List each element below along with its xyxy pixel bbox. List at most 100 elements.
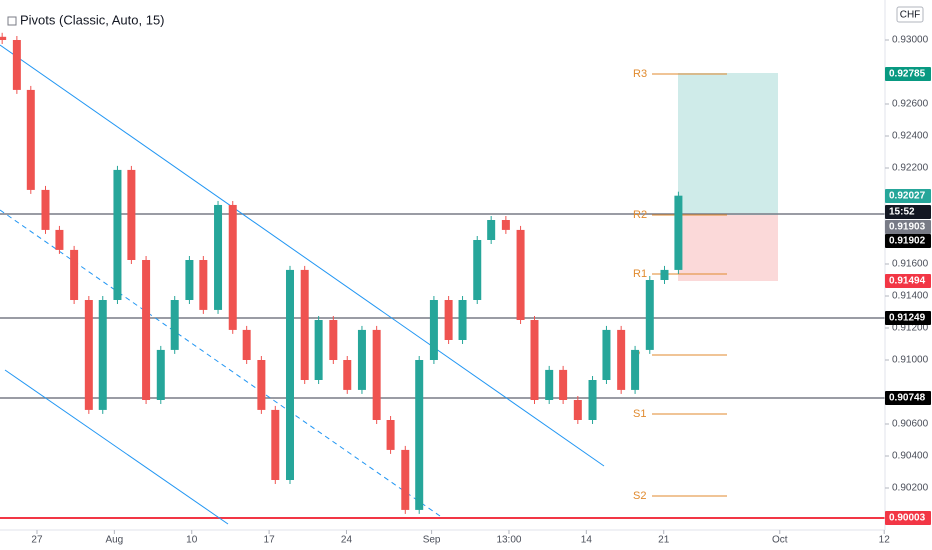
- x-tick-label: Sep: [423, 535, 441, 546]
- price-tag: [885, 311, 931, 325]
- candle-body: [516, 229, 525, 320]
- price-tag-label: 0.90003: [889, 513, 926, 524]
- y-tick-label: 0.93000: [892, 35, 929, 46]
- x-tick-label: Aug: [105, 535, 123, 546]
- trend-line: [4, 369, 229, 525]
- candle-body: [199, 260, 208, 310]
- x-tick-label: 10: [186, 535, 198, 546]
- x-tick-label: 27: [31, 535, 43, 546]
- candle-body: [242, 329, 251, 360]
- candle-body: [12, 40, 21, 90]
- candle-body: [300, 269, 309, 380]
- candle-body: [372, 329, 381, 420]
- candle-body: [674, 195, 683, 270]
- candles: [0, 32, 683, 514]
- x-tick-label: 12: [879, 535, 891, 546]
- trend-line: [0, 44, 605, 467]
- y-tick-label: 0.91200: [892, 323, 929, 334]
- x-tick-label: 17: [264, 535, 276, 546]
- candle-body: [0, 36, 7, 40]
- pivot-label: S2: [633, 490, 646, 502]
- candle-body: [98, 300, 107, 410]
- candle-body: [487, 220, 496, 240]
- x-tick-label: 24: [341, 535, 353, 546]
- candle-body: [559, 369, 568, 400]
- x-tick-label: 21: [658, 535, 670, 546]
- price-tag: [885, 205, 931, 219]
- stop-zone: [678, 215, 778, 281]
- candle-body: [473, 240, 482, 300]
- candle-body: [285, 269, 294, 480]
- candle-body: [127, 169, 136, 260]
- pivot-label: R1: [633, 268, 647, 280]
- candle-body: [573, 400, 582, 420]
- price-tags: 0.92785 0.92027 15:52 0.91903 0.91902 0.91494…: [885, 67, 931, 525]
- candle-body: [660, 269, 669, 280]
- legend-icon: [7, 16, 17, 26]
- price-tag: [885, 67, 931, 81]
- price-tag-label: 15:52: [889, 207, 915, 218]
- candle-body: [343, 360, 352, 390]
- candle-body: [545, 369, 554, 400]
- price-tag-label: 0.92027: [889, 191, 926, 202]
- candle-body: [631, 349, 640, 390]
- candle-body: [84, 300, 93, 410]
- x-tick-label: 13:00: [496, 535, 521, 546]
- candle-body: [185, 260, 194, 300]
- candle-body: [501, 220, 510, 230]
- price-tag-label: 0.91902: [889, 236, 926, 247]
- candle-body: [41, 189, 50, 230]
- y-tick-label: 0.90200: [892, 483, 929, 494]
- y-tick-label: 0.92400: [892, 131, 929, 142]
- candle-body: [530, 320, 539, 400]
- candle-body: [602, 329, 611, 380]
- target-zone: [678, 73, 778, 215]
- candle-body: [645, 280, 654, 350]
- candle-body: [329, 320, 338, 360]
- chart-title: Pivots (Classic, Auto, 15): [20, 12, 165, 27]
- price-tag: [885, 234, 931, 248]
- candle-body: [55, 229, 64, 250]
- price-tag-label: 0.92785: [889, 69, 926, 80]
- price-tag: [885, 220, 931, 234]
- currency: CHF: [900, 10, 921, 21]
- candle-body: [617, 329, 626, 390]
- price-tag: [885, 189, 931, 203]
- candle-body: [214, 204, 223, 310]
- currency-box[interactable]: [896, 6, 924, 23]
- x-tick-label: Oct: [772, 535, 788, 546]
- y-tick-label: 0.90600: [892, 419, 929, 430]
- candle-body: [257, 360, 266, 410]
- candle-body: [156, 349, 165, 400]
- price-tag: [885, 274, 931, 288]
- axes: 0.93000 0.92600 0.92400 0.92200 0.91600 0.914…: [31, 35, 928, 546]
- candle-body: [170, 300, 179, 350]
- candle-body: [401, 449, 410, 510]
- pivot-label: R3: [633, 68, 647, 80]
- price-tag: [885, 391, 931, 405]
- pivot-label: R2: [633, 209, 647, 221]
- y-tick-label: 0.92600: [892, 99, 929, 110]
- y-tick-label: 0.92200: [892, 163, 929, 174]
- price-tag-label: 0.90748: [889, 393, 926, 404]
- price-tag: [885, 511, 931, 525]
- y-tick-label: 0.91400: [892, 291, 929, 302]
- y-tick-label: 0.91600: [892, 259, 929, 270]
- pivot-lines: [652, 73, 727, 497]
- price-tag-label: 0.91903: [889, 222, 926, 233]
- y-tick-label: 0.90400: [892, 451, 929, 462]
- candle-body: [458, 300, 467, 340]
- price-tag-label: 0.91249: [889, 313, 926, 324]
- drawings: R3 R2 R1 P S1 S2: [0, 44, 885, 525]
- candle-body: [415, 360, 424, 510]
- candle-body: [271, 409, 280, 480]
- candle-body: [70, 249, 79, 300]
- candle-body: [357, 329, 366, 390]
- candle-body: [314, 320, 323, 380]
- x-tick-label: 14: [581, 535, 593, 546]
- candle-body: [26, 89, 35, 190]
- candle-body: [386, 420, 395, 450]
- y-tick-label: 0.91000: [892, 355, 929, 366]
